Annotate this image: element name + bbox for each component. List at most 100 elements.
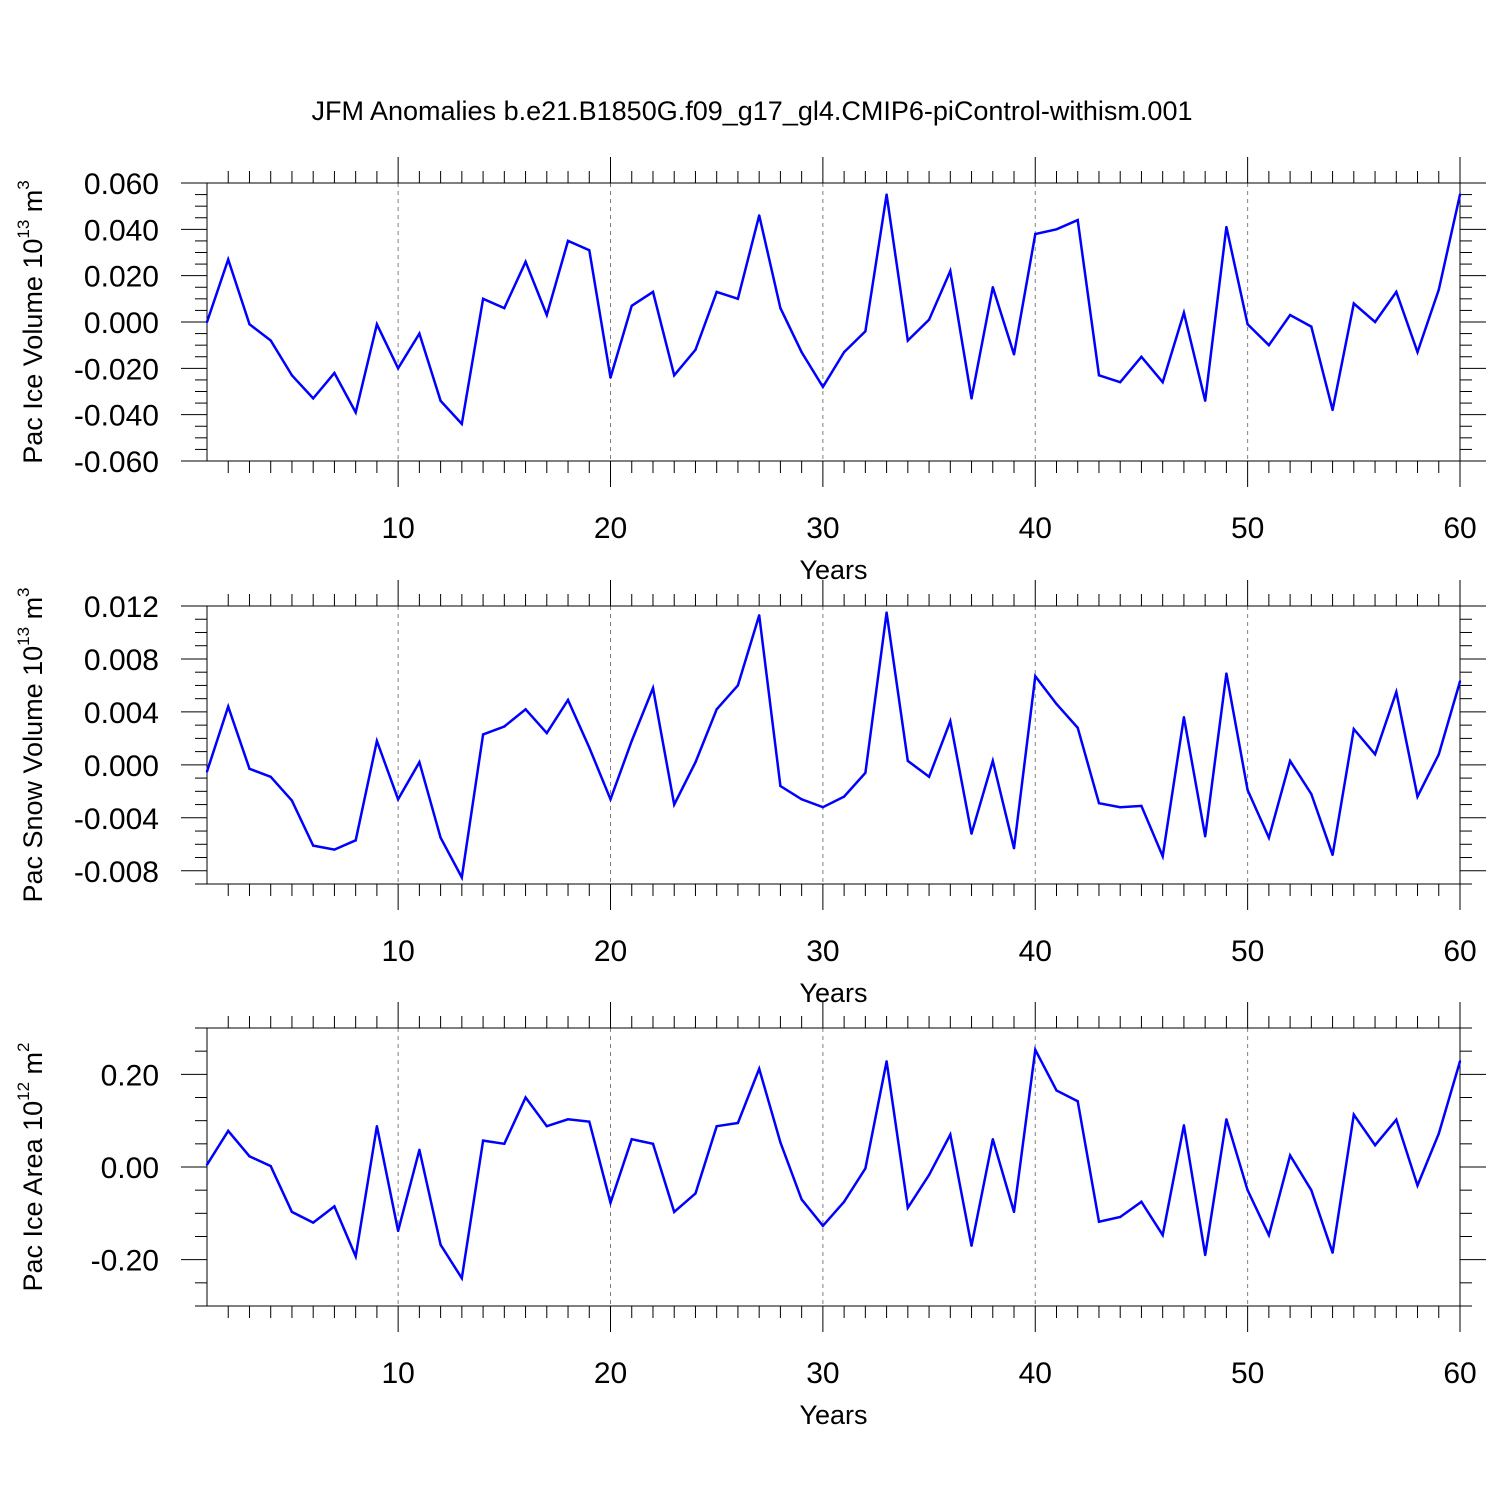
- data-point: [949, 1133, 952, 1136]
- data-point: [1182, 1124, 1186, 1127]
- data-point: [715, 1125, 718, 1128]
- data-point: [1161, 855, 1164, 858]
- series-line: [205, 194, 1462, 427]
- y-tick-label: 0.008: [84, 644, 159, 677]
- data-point: [864, 1167, 867, 1170]
- data-point: [503, 725, 506, 728]
- y-tick-label: 0.20: [101, 1059, 159, 1092]
- data-point: [885, 611, 888, 614]
- data-point: [800, 1198, 803, 1201]
- x-tick-label: 30: [806, 1357, 839, 1390]
- data-point: [1458, 680, 1462, 683]
- data-point: [630, 304, 633, 307]
- data-point: [1246, 323, 1249, 326]
- data-point: [248, 1155, 251, 1158]
- y-tick-label: -0.020: [74, 353, 159, 386]
- data-point: [673, 1210, 676, 1214]
- data-point: [481, 297, 485, 301]
- x-axis-title: Years: [799, 555, 867, 585]
- data-point: [248, 323, 251, 326]
- chart-title: JFM Anomalies b.e21.B1850G.f09_g17_gl4.C…: [312, 96, 1193, 126]
- data-point: [694, 761, 697, 764]
- data-point: [1352, 727, 1356, 731]
- data-point: [1034, 674, 1037, 678]
- x-tick-label: 20: [594, 1357, 627, 1390]
- data-point: [1034, 232, 1037, 236]
- data-point: [503, 306, 506, 310]
- data-point: [333, 371, 336, 375]
- data-point: [418, 761, 421, 764]
- data-point: [1437, 1132, 1440, 1135]
- data-point: [1288, 759, 1292, 763]
- data-point: [651, 686, 655, 690]
- data-point: [375, 1125, 379, 1128]
- x-tick-label: 60: [1443, 1357, 1476, 1390]
- y-tick-label: 0.000: [84, 307, 159, 340]
- data-point: [779, 306, 782, 310]
- data-point: [1437, 753, 1440, 756]
- y-axis-title: Pac Snow Volume 1013 m3: [14, 587, 48, 902]
- data-point: [1225, 672, 1228, 675]
- data-point: [418, 332, 421, 335]
- data-point: [949, 719, 952, 723]
- plot-frame: [206, 1027, 1461, 1307]
- data-point: [205, 1163, 209, 1166]
- data-point: [885, 193, 888, 196]
- data-point: [1437, 288, 1440, 291]
- x-tick-label: 50: [1231, 935, 1264, 968]
- data-point: [906, 339, 910, 342]
- data-point: [927, 775, 931, 778]
- data-point: [906, 1206, 910, 1209]
- data-point: [1416, 350, 1419, 354]
- data-point: [354, 1255, 357, 1258]
- data-point: [821, 385, 825, 389]
- data-point: [1203, 399, 1207, 402]
- y-axis-title-exponent: 12: [14, 1082, 33, 1101]
- data-point: [1182, 716, 1186, 719]
- data-point: [418, 1148, 421, 1152]
- x-tick-label: 40: [1019, 1357, 1052, 1390]
- y-tick-label: -0.040: [74, 400, 159, 433]
- data-point: [842, 350, 846, 354]
- chart-panel-3: 10 20 30 40 50 60 0.20 0.00 -0.20 Years Pac Ice Ar…: [14, 1002, 1486, 1430]
- y-tick-label: -0.060: [74, 446, 159, 479]
- x-tick-label: 60: [1443, 512, 1476, 545]
- data-point: [1119, 806, 1122, 809]
- data-point: [545, 313, 548, 317]
- x-tick-label: 40: [1019, 512, 1052, 545]
- data-point: [1097, 1220, 1101, 1223]
- data-point: [970, 1244, 973, 1247]
- data-point: [481, 733, 485, 736]
- data-point: [311, 397, 315, 400]
- x-tick-label: 10: [381, 1357, 414, 1390]
- data-point: [460, 876, 464, 879]
- data-point: [1097, 374, 1101, 377]
- data-point: [439, 399, 442, 402]
- data-point: [311, 844, 315, 847]
- x-tick-label: 10: [381, 512, 414, 545]
- data-point: [1119, 381, 1122, 384]
- data-point: [927, 318, 931, 321]
- data-point: [396, 367, 400, 370]
- data-point: [227, 1129, 230, 1133]
- data-point: [1331, 1251, 1334, 1254]
- data-point: [227, 705, 230, 708]
- y-axis-title-unit-exponent: 3: [14, 587, 33, 596]
- y-axis-title-exponent: 13: [14, 627, 33, 646]
- data-point: [970, 397, 973, 400]
- data-point: [311, 1221, 315, 1224]
- data-point: [1267, 343, 1271, 347]
- data-point: [1288, 1154, 1292, 1157]
- data-point: [1310, 1188, 1313, 1192]
- data-point: [715, 290, 718, 294]
- y-axis-title-text: Pac Snow Volume 10: [18, 646, 48, 903]
- data-point: [736, 297, 740, 301]
- data-point: [949, 269, 952, 273]
- y-tick-label: 0.000: [84, 750, 159, 783]
- data-point: [1055, 228, 1058, 231]
- data-point: [1076, 726, 1079, 729]
- data-point: [1225, 1118, 1228, 1121]
- y-axis-title: Pac Ice Volume 1013 m3: [14, 180, 48, 464]
- data-point: [673, 374, 676, 377]
- data-point: [885, 1060, 888, 1063]
